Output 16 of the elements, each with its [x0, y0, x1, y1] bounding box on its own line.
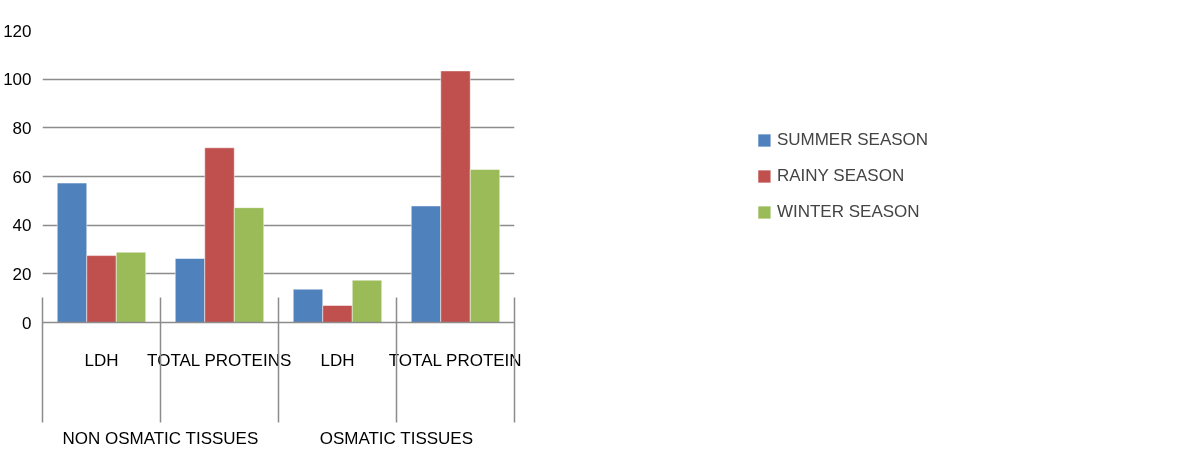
- text: OSMATIC TISSUES: [319, 428, 474, 448]
- y-tick-label: 20: [12, 264, 32, 284]
- y-tick-label: 40: [12, 216, 32, 236]
- legend-label: RAINY SEASON: [776, 166, 905, 186]
- x-tick-label: LDH: [320, 350, 355, 370]
- legend-label: SUMMER SEASON: [776, 130, 929, 150]
- y-tick-label: 60: [12, 167, 32, 187]
- x-tick-label: TOTAL PROTEIN: [388, 350, 522, 370]
- y-tick-label: 100: [3, 70, 32, 90]
- text: NON OSMATIC TISSUES: [62, 428, 259, 448]
- y-tick-label: 120: [3, 21, 32, 41]
- y-tick-label: 0: [22, 313, 32, 333]
- y-tick-label: 80: [12, 118, 32, 138]
- legend-label: WINTER SEASON: [776, 202, 920, 222]
- x-tick-label: LDH: [84, 350, 119, 370]
- x-tick-label: TOTAL PROTEINS: [147, 350, 292, 370]
